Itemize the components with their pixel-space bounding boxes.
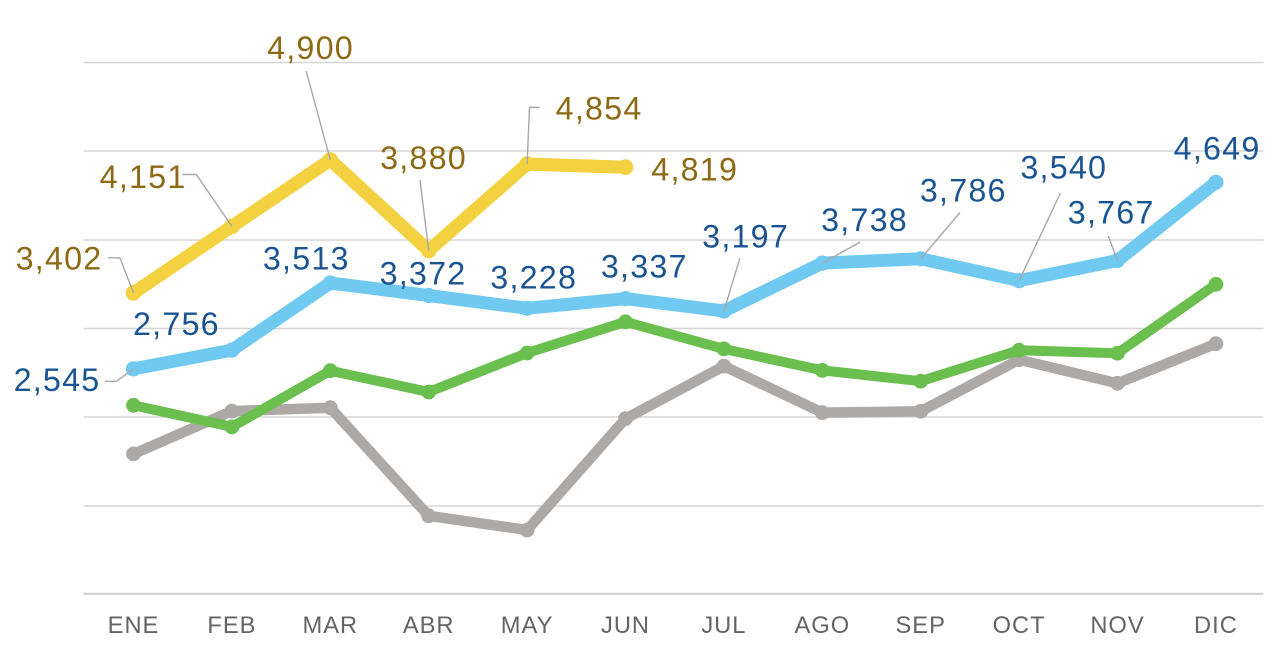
svg-text:2,545: 2,545	[14, 362, 101, 398]
svg-text:NOV: NOV	[1090, 613, 1144, 639]
svg-text:DIC: DIC	[1194, 613, 1238, 639]
svg-text:3,880: 3,880	[380, 140, 467, 176]
svg-text:OCT: OCT	[993, 613, 1046, 639]
svg-text:3,513: 3,513	[263, 240, 350, 276]
svg-text:4,649: 4,649	[1174, 131, 1261, 167]
svg-text:4,854: 4,854	[556, 90, 643, 126]
svg-text:3,540: 3,540	[1020, 150, 1107, 186]
svg-text:ABR: ABR	[403, 613, 455, 639]
svg-text:MAR: MAR	[302, 613, 358, 639]
svg-text:4,151: 4,151	[100, 159, 187, 195]
svg-text:3,767: 3,767	[1068, 195, 1155, 231]
svg-text:3,402: 3,402	[16, 241, 103, 277]
svg-text:3,786: 3,786	[920, 172, 1007, 208]
svg-text:3,372: 3,372	[380, 255, 467, 291]
svg-text:3,197: 3,197	[702, 219, 789, 255]
svg-text:4,900: 4,900	[267, 30, 354, 66]
svg-text:MAY: MAY	[501, 613, 554, 639]
svg-text:3,228: 3,228	[490, 259, 577, 295]
svg-text:2,756: 2,756	[133, 306, 220, 342]
svg-text:ENE: ENE	[108, 613, 160, 639]
svg-text:3,738: 3,738	[821, 202, 908, 238]
svg-text:AGO: AGO	[794, 613, 850, 639]
svg-text:SEP: SEP	[895, 613, 945, 639]
svg-text:4,819: 4,819	[651, 152, 738, 188]
svg-text:JUN: JUN	[601, 613, 650, 639]
svg-text:JUL: JUL	[701, 613, 746, 639]
svg-text:3,337: 3,337	[601, 249, 688, 285]
svg-text:FEB: FEB	[207, 613, 256, 639]
